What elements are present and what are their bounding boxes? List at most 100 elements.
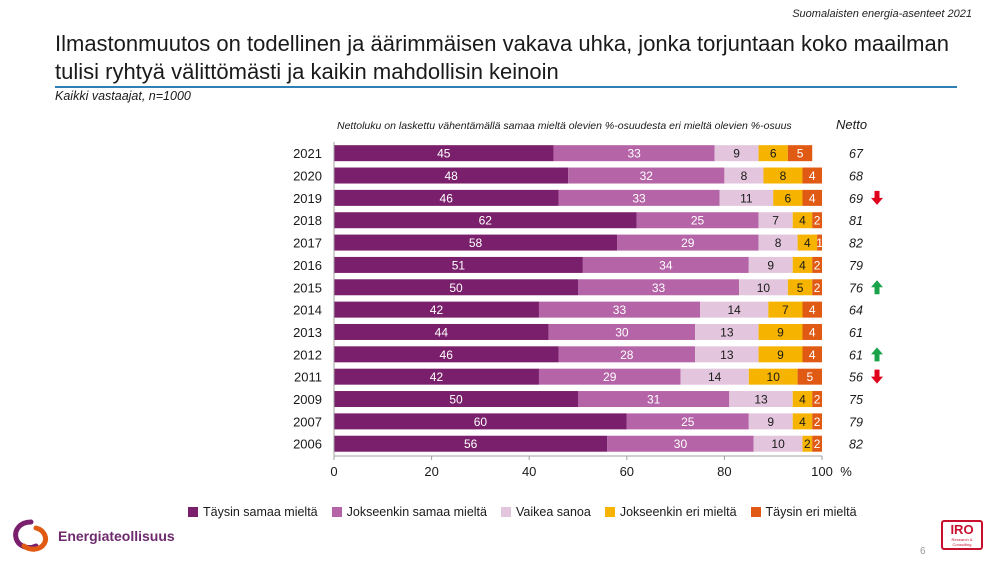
bar-segment <box>334 413 627 430</box>
bar-segment <box>748 256 793 273</box>
chart-note: Nettoluku on laskettu vähentämällä samaa… <box>337 120 792 132</box>
data-label: 14 <box>708 370 722 384</box>
data-label: 51 <box>452 258 466 272</box>
legend-swatch <box>331 507 342 517</box>
category-label: 2007 <box>293 414 322 429</box>
category-label: 2016 <box>293 258 322 273</box>
legend-swatch <box>604 507 615 517</box>
data-label: 34 <box>659 258 673 272</box>
data-label: 29 <box>603 370 617 384</box>
data-label: 1 <box>816 236 823 250</box>
data-label: 6 <box>784 191 791 205</box>
bar-segment <box>812 391 822 408</box>
bar-segment <box>739 279 788 296</box>
category-label: 2017 <box>293 236 322 251</box>
energiateollisuus-logo-text: Energiateollisuus <box>58 528 175 544</box>
category-label: 2009 <box>293 392 322 407</box>
data-label: 5 <box>797 147 804 161</box>
data-label: 4 <box>799 258 806 272</box>
bar-segment <box>334 301 539 318</box>
energiateollisuus-logo: Energiateollisuus <box>10 518 175 554</box>
iro-logo: IRO Research & Consulting <box>941 520 983 550</box>
legend-label: Täysin eri mieltä <box>765 505 857 519</box>
data-label: 33 <box>627 147 641 161</box>
data-label: 4 <box>799 214 806 228</box>
data-label: 4 <box>809 169 816 183</box>
data-label: 6 <box>770 147 777 161</box>
netto-column-header: Netto <box>836 117 868 132</box>
netto-value: 67 <box>849 147 864 161</box>
data-label: 45 <box>437 147 451 161</box>
bar-segment <box>787 279 813 296</box>
category-label: 2021 <box>293 146 322 161</box>
data-label: 5 <box>806 370 813 384</box>
legend-label: Täysin samaa mieltä <box>203 505 318 519</box>
category-label: 2015 <box>293 280 322 295</box>
data-label: 4 <box>799 393 806 407</box>
x-tick-label: 80 <box>717 464 731 479</box>
bar-segment <box>748 413 793 430</box>
category-label: 2019 <box>293 191 322 206</box>
data-label: 5 <box>797 281 804 295</box>
bar-segment <box>802 167 822 184</box>
bar-segment <box>763 167 803 184</box>
data-label: 4 <box>809 191 816 205</box>
iro-logo-text: IRO <box>950 522 974 537</box>
x-tick-label: 60 <box>620 464 634 479</box>
bar-segment <box>334 189 559 206</box>
bar-segment <box>578 391 730 408</box>
bar-segment <box>548 323 696 340</box>
category-label: 2020 <box>293 169 322 184</box>
netto-value: 82 <box>849 438 863 452</box>
data-label: 42 <box>430 370 444 384</box>
bar-segment <box>334 234 618 251</box>
bar-segment <box>758 346 803 363</box>
bar-segment <box>334 391 578 408</box>
legend-item: Vaikea sanoa <box>500 505 591 519</box>
bar-segment <box>797 368 822 385</box>
bar-segment <box>792 256 813 273</box>
data-label: 7 <box>782 303 789 317</box>
data-label: 60 <box>474 415 488 429</box>
bar-segment <box>797 234 818 251</box>
category-label: 2014 <box>293 303 322 318</box>
data-label: 25 <box>691 214 705 228</box>
bar-segment <box>724 167 764 184</box>
x-tick-label: 100 <box>811 464 833 479</box>
data-label: 56 <box>464 437 478 451</box>
x-axis-unit: % <box>840 464 852 479</box>
bar-segment <box>758 234 798 251</box>
bar-segment <box>802 435 813 452</box>
bar-segment <box>538 368 681 385</box>
bar-segment <box>758 212 793 229</box>
data-label: 46 <box>440 348 454 362</box>
data-label: 9 <box>777 325 784 339</box>
bar-segment <box>334 145 554 162</box>
netto-value: 81 <box>849 214 863 228</box>
category-label: 2018 <box>293 213 322 228</box>
bar-segment <box>334 435 608 452</box>
data-label: 7 <box>772 214 779 228</box>
bar-segment <box>680 368 749 385</box>
bar-segment <box>812 279 822 296</box>
bar-segment <box>792 212 813 229</box>
bar-segment <box>578 279 740 296</box>
data-label: 10 <box>767 370 781 384</box>
data-label: 50 <box>449 281 463 295</box>
data-label: 33 <box>613 303 627 317</box>
legend-swatch <box>188 507 198 517</box>
bar-segment <box>812 256 822 273</box>
data-label: 42 <box>430 303 444 317</box>
data-label: 33 <box>632 191 646 205</box>
data-label: 50 <box>449 393 463 407</box>
bar-segment <box>568 167 725 184</box>
category-label: 2013 <box>293 325 322 340</box>
netto-value: 61 <box>849 348 863 362</box>
data-label: 30 <box>615 325 629 339</box>
bar-segment <box>792 413 813 430</box>
category-label: 2011 <box>294 370 322 385</box>
legend-swatch <box>750 507 761 517</box>
category-label: 2006 <box>293 437 322 452</box>
bar-segment <box>768 301 803 318</box>
data-label: 32 <box>640 169 654 183</box>
